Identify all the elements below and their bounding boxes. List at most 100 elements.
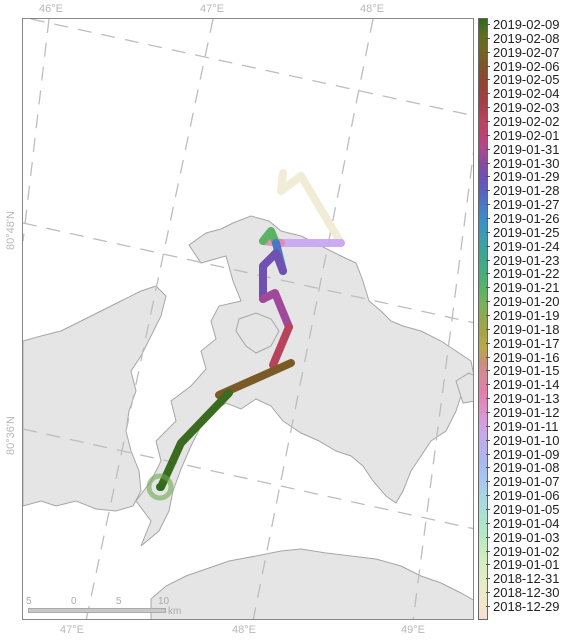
legend-tick (486, 51, 490, 53)
legend-tick (486, 398, 490, 400)
scale-label-1: 5 (26, 596, 32, 607)
lat-tick-2: 80°36'N (5, 416, 17, 455)
track-end-point (156, 483, 164, 491)
land-main-island (135, 215, 473, 547)
legend-tick (486, 384, 490, 386)
legend-tick (486, 24, 490, 25)
legend-tick (486, 245, 490, 247)
graticule (23, 19, 473, 619)
lon-tick-bottom-3: 49°E (401, 624, 425, 636)
legend-tick (486, 522, 490, 524)
legend-label: 2019-02-08 (493, 30, 560, 46)
legend-tick (486, 481, 490, 483)
legend-label: 2019-01-15 (493, 363, 560, 379)
legend-label: 2019-01-19 (493, 308, 560, 323)
legend-label: 2019-01-01 (493, 557, 560, 573)
legend-label: 2019-02-02 (493, 114, 560, 129)
legend-tick (486, 315, 490, 316)
legend-label: 2019-01-27 (493, 197, 560, 213)
lon-tick-top-3: 48°E (360, 3, 384, 15)
legend-tick (486, 536, 490, 538)
lon-tick-bottom-2: 48°E (232, 624, 256, 636)
legend-label: 2018-12-29 (493, 599, 560, 614)
lat-tick-1: 80°48'N (5, 211, 17, 250)
map-panel[interactable] (22, 18, 474, 620)
legend-tick (486, 328, 490, 330)
legend-label: 2019-02-04 (493, 86, 560, 102)
legend-tick (486, 564, 490, 566)
legend-tick (486, 204, 490, 206)
legend-tick (486, 287, 490, 289)
scale-bar: 5 0 5 10 km (26, 596, 186, 617)
legend-tick (486, 121, 490, 122)
track-segment-feb-08 (157, 389, 233, 491)
legend-label: 2019-01-02 (493, 543, 560, 559)
lon-tick-top-1: 46°E (39, 3, 63, 15)
legend-tick (486, 162, 490, 164)
legend-label: 2019-01-08 (493, 460, 560, 476)
legend-tick (486, 592, 490, 594)
land-small-island (235, 312, 280, 354)
legend-label: 2019-01-11 (493, 418, 559, 434)
legend-label: 2019-01-09 (493, 446, 560, 462)
legend-color-bar (478, 18, 488, 620)
legend-tick (486, 273, 490, 275)
track-segment-jan-late (259, 227, 280, 247)
legend-tick (486, 356, 490, 358)
map-svg (23, 19, 473, 619)
scale-label-4: 10 (158, 596, 170, 607)
legend-tick (486, 342, 490, 344)
legend-label: 2019-02-03 (493, 100, 560, 116)
legend-label: 2019-01-30 (493, 155, 560, 171)
legend-label: 2019-01-07 (493, 474, 560, 490)
legend-tick (486, 550, 490, 552)
legend-tick (486, 176, 490, 178)
legend-tick (486, 301, 490, 303)
scale-bar-line (28, 608, 166, 613)
legend-label: 2019-01-05 (493, 502, 560, 517)
scale-label-2: 0 (71, 596, 77, 607)
track-segment-dec (277, 169, 345, 247)
lon-tick-top-2: 47°E (200, 3, 224, 15)
legend-tick (486, 134, 490, 136)
legend-tick (486, 453, 490, 455)
legend-label: 2019-01-13 (493, 391, 560, 407)
legend-label: 2019-01-21 (493, 280, 560, 296)
legend-label: 2019-01-20 (493, 294, 560, 310)
legend-label: 2019-01-17 (493, 335, 560, 351)
legend-label: 2019-01-25 (493, 224, 560, 240)
legend-tick (486, 37, 490, 39)
legend-tick (486, 190, 490, 192)
legend-label: 2019-01-16 (493, 349, 560, 365)
track-segment-feb-02 (269, 323, 293, 369)
legend-tick (486, 509, 490, 510)
track (157, 169, 345, 491)
legend-tick (486, 79, 490, 81)
legend-tick (486, 231, 490, 233)
legend-label: 2019-01-28 (493, 183, 560, 199)
legend-label: 2019-01-04 (493, 515, 560, 531)
legend-label: 2019-01-22 (493, 266, 560, 282)
legend-label: 2019-02-09 (493, 17, 560, 32)
land-west (23, 285, 167, 512)
legend-tick (486, 606, 490, 607)
legend-label: 2018-12-31 (493, 571, 560, 587)
land-east-islet (455, 372, 473, 404)
legend-tick (486, 259, 490, 261)
legend-label: 2018-12-30 (493, 585, 560, 601)
legend-label: 2019-02-01 (493, 127, 560, 143)
land-south (150, 548, 473, 619)
legend-label: 2019-01-31 (493, 141, 560, 157)
legend-label: 2019-01-29 (493, 169, 560, 185)
legend-tick (486, 370, 490, 372)
legend-label: 2019-01-26 (493, 211, 560, 226)
legend-label: 2019-01-06 (493, 488, 560, 504)
track-segment-jan-29 (259, 249, 287, 303)
legend-label: 2019-01-14 (493, 377, 560, 393)
track-segment-jan-31 (259, 289, 293, 331)
scale-label-3: 5 (116, 596, 122, 607)
legend-label: 2019-01-24 (493, 238, 560, 254)
legend-tick (486, 467, 490, 469)
track-end-marker (146, 473, 174, 501)
scale-unit: km (168, 606, 182, 617)
